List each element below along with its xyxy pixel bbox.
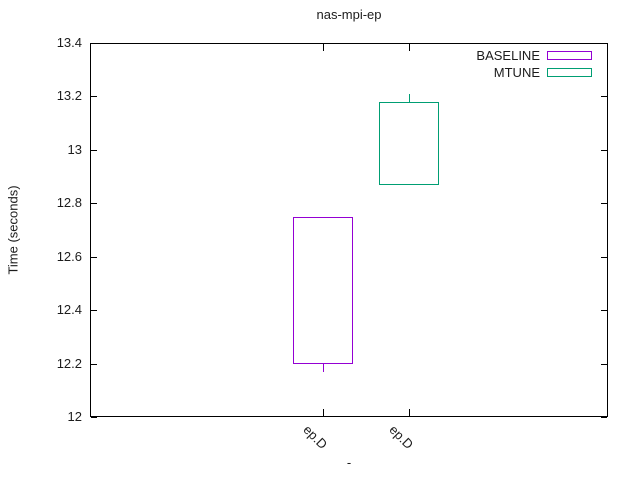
legend-swatch-icon [547,51,592,60]
x-tick-mark [409,409,410,416]
lower-whisker-baseline [323,364,324,372]
y-tick-label: 13 [67,142,82,157]
plot-area [90,43,608,417]
y-tick-mark [91,364,97,365]
legend-entry-mtune: MTUNE [476,64,592,81]
chart-title: nas-mpi-ep [316,7,382,22]
upper-whisker-mtune [409,94,410,102]
y-tick-mark-right [601,43,607,44]
y-tick-mark [91,417,97,418]
y-tick-mark-right [601,203,607,204]
y-tick-mark [91,310,97,311]
y-tick-label: 12 [67,409,82,424]
y-tick-label: 13.2 [56,88,82,103]
y-tick-mark-right [601,310,607,311]
y-tick-label: 12.6 [56,249,82,264]
y-tick-label: 12.2 [56,356,82,371]
y-tick-mark-right [601,150,607,151]
legend-swatch-icon [547,68,592,77]
y-tick-mark [91,257,97,258]
legend-entry-baseline: BASELINE [476,47,592,64]
y-tick-mark [91,203,97,204]
legend: BASELINE MTUNE [476,47,592,81]
y-tick-mark-right [601,96,607,97]
y-tick-mark [91,96,97,97]
x-category-label: ep.D [300,422,331,453]
y-tick-mark [91,43,97,44]
x-tick-mark-top [409,44,410,51]
y-tick-mark [91,150,97,151]
legend-label: BASELINE [476,48,540,63]
candlestick-box-mtune [379,102,439,185]
y-tick-label: 13.4 [56,35,82,50]
x-axis-label: - [346,455,352,470]
y-tick-mark-right [601,417,607,418]
y-tick-label: 12.8 [56,195,82,210]
legend-label: MTUNE [493,65,540,80]
y-tick-mark-right [601,364,607,365]
candlestick-box-baseline [293,217,353,364]
x-tick-mark-top [323,44,324,51]
x-category-label: ep.D [386,422,417,453]
y-tick-mark-right [601,257,607,258]
y-tick-label: 12.4 [56,302,82,317]
x-tick-mark [323,409,324,416]
